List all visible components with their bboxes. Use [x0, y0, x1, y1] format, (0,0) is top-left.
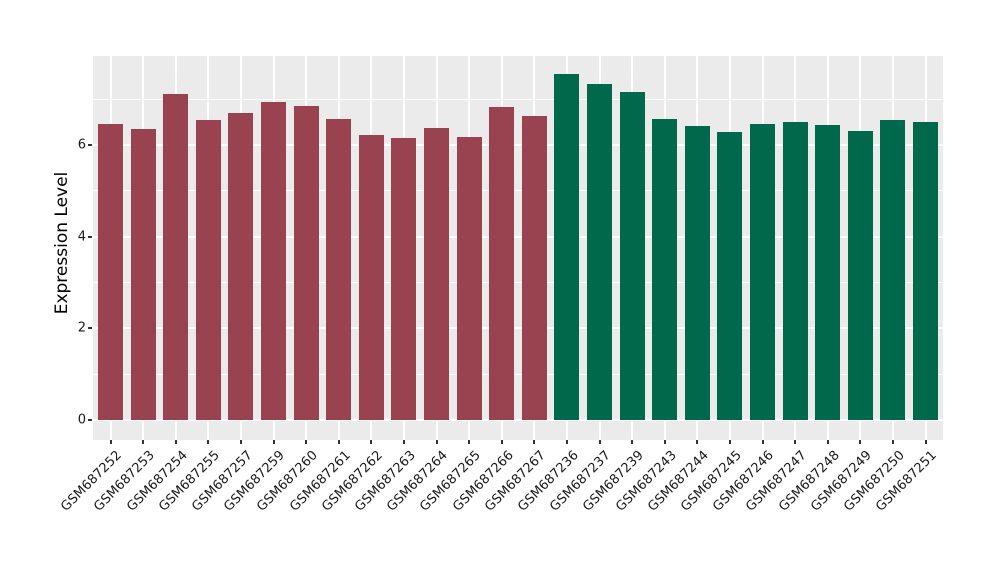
x-tick-mark-GSM687244: [696, 440, 699, 444]
x-tick-mark-GSM687252: [109, 440, 112, 444]
bar-GSM687249: [847, 130, 873, 420]
bar-GSM687263: [391, 138, 417, 420]
bar-GSM687253: [130, 129, 156, 420]
x-tick-mark-GSM687267: [533, 440, 536, 444]
y-axis-title: Expression Level: [52, 171, 72, 315]
x-tick-mark-GSM687257: [239, 440, 242, 444]
y-tick-label-2: 2: [77, 320, 86, 336]
x-tick-mark-GSM687266: [500, 440, 503, 444]
bar-GSM687246: [750, 123, 775, 420]
x-tick-mark-GSM687237: [598, 440, 601, 444]
bar-GSM687265: [456, 137, 482, 420]
bar-GSM687251: [913, 122, 938, 420]
major-gridline-y-6: [93, 144, 943, 146]
x-tick-mark-GSM687260: [305, 440, 308, 444]
x-tick-mark-GSM687249: [859, 440, 862, 444]
bar-GSM687245: [717, 132, 743, 420]
bar-GSM687247: [782, 122, 808, 420]
x-tick-mark-GSM687255: [207, 440, 210, 444]
x-tick-mark-GSM687248: [826, 440, 829, 444]
x-tick-mark-GSM687262: [370, 440, 373, 444]
x-tick-mark-GSM687261: [337, 440, 340, 444]
major-gridline-y-4: [93, 235, 943, 238]
x-tick-mark-GSM687246: [761, 440, 764, 444]
minor-gridline-y-5: [93, 190, 943, 192]
bar-GSM687237: [587, 84, 612, 420]
y-tick-mark-4: [88, 235, 92, 238]
bar-GSM687244: [684, 125, 710, 420]
bar-GSM687257: [228, 112, 254, 420]
bar-GSM687261: [326, 119, 352, 420]
bar-GSM687264: [424, 128, 449, 420]
x-tick-mark-GSM687264: [435, 440, 438, 444]
bar-GSM687250: [880, 119, 906, 420]
x-tick-mark-GSM687263: [402, 440, 405, 444]
bar-GSM687259: [261, 101, 286, 420]
minor-gridline-y-3: [93, 282, 943, 283]
y-tick-label-0: 0: [77, 412, 86, 428]
major-gridline-y-2: [93, 327, 943, 330]
y-tick-label-6: 6: [77, 137, 86, 153]
x-tick-mark-GSM687253: [142, 440, 145, 444]
minor-gridline-y-1: [93, 373, 943, 375]
x-tick-mark-GSM687259: [272, 440, 275, 444]
x-tick-mark-GSM687254: [174, 440, 177, 444]
plot-panel: [93, 56, 943, 440]
bar-GSM687254: [163, 94, 189, 420]
x-tick-mark-GSM687236: [565, 440, 568, 444]
x-tick-mark-GSM687250: [891, 440, 894, 444]
bar-GSM687252: [98, 124, 123, 420]
major-gridline-y-0: [93, 419, 943, 421]
bar-GSM687243: [652, 118, 678, 420]
x-tick-mark-GSM687239: [631, 440, 634, 444]
x-tick-mark-GSM687251: [924, 440, 927, 444]
bar-GSM687262: [358, 134, 384, 420]
x-tick-mark-GSM687243: [663, 440, 666, 444]
bar-GSM687236: [554, 73, 580, 420]
minor-gridline-y-7: [93, 98, 943, 100]
bar-GSM687266: [489, 106, 515, 420]
x-tick-mark-GSM687245: [728, 440, 731, 444]
bar-GSM687255: [195, 119, 221, 420]
x-tick-mark-GSM687247: [794, 440, 797, 444]
bar-GSM687267: [521, 116, 547, 420]
x-tick-mark-GSM687265: [468, 440, 471, 444]
bar-GSM687239: [619, 91, 645, 420]
y-tick-mark-0: [88, 419, 92, 421]
y-tick-mark-2: [88, 327, 92, 330]
y-tick-mark-6: [88, 144, 92, 146]
bar-GSM687260: [293, 106, 319, 420]
y-tick-label-4: 4: [77, 229, 86, 245]
bar-GSM687248: [815, 124, 841, 420]
